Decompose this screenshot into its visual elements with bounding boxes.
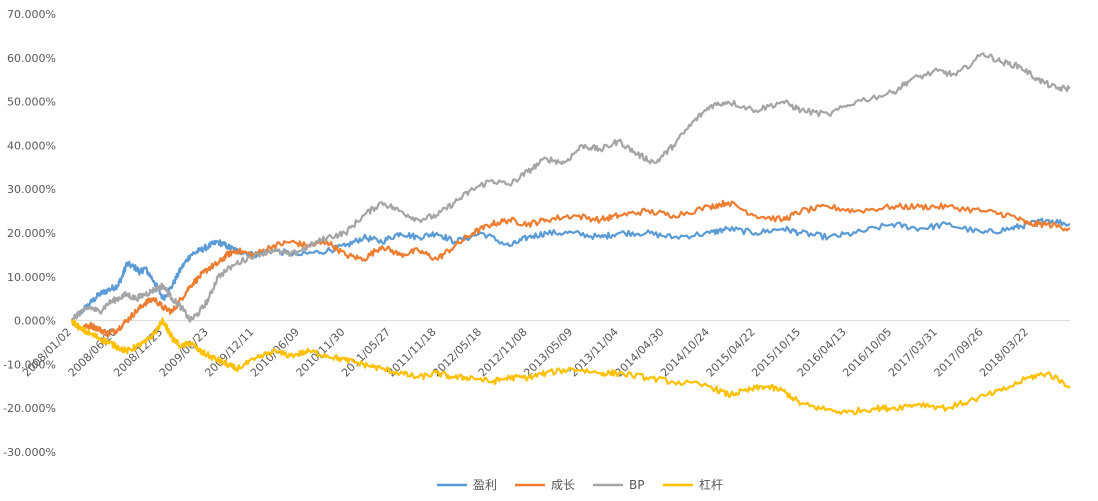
series-lines — [70, 52, 1071, 416]
y-tick-label: 70.000% — [7, 8, 56, 21]
y-tick-label: 30.000% — [7, 183, 56, 196]
y-tick-label: 20.000% — [7, 227, 56, 240]
series-line-1 — [71, 199, 1071, 337]
y-tick-label: 40.000% — [7, 139, 56, 152]
y-tick-label: 50.000% — [7, 96, 56, 109]
x-axis: 2008/01/022008/06/202008/12/232009/06/23… — [20, 320, 1070, 380]
x-tick-label: 2018/03/22 — [977, 326, 1031, 380]
series-line-2 — [71, 52, 1071, 323]
legend: 盈利 成长 BP 杠杆 — [437, 477, 723, 492]
y-tick-label: -10.000% — [3, 358, 56, 371]
series-line-0 — [70, 217, 1071, 322]
y-tick-label: -30.000% — [3, 446, 56, 459]
legend-label: 盈利 — [473, 478, 497, 492]
y-axis: 70.000% 60.000% 50.000% 40.000% 30.000% 20.00… — [3, 8, 56, 459]
y-tick-label: 0.000% — [14, 315, 56, 328]
y-tick-label: -20.000% — [3, 402, 56, 415]
y-tick-label: 60.000% — [7, 52, 56, 65]
legend-label: 成长 — [551, 478, 575, 492]
y-tick-label: 10.000% — [7, 271, 56, 284]
series-line-3 — [70, 317, 1071, 416]
legend-label: BP — [629, 478, 644, 492]
legend-label: 杠杆 — [699, 477, 723, 492]
